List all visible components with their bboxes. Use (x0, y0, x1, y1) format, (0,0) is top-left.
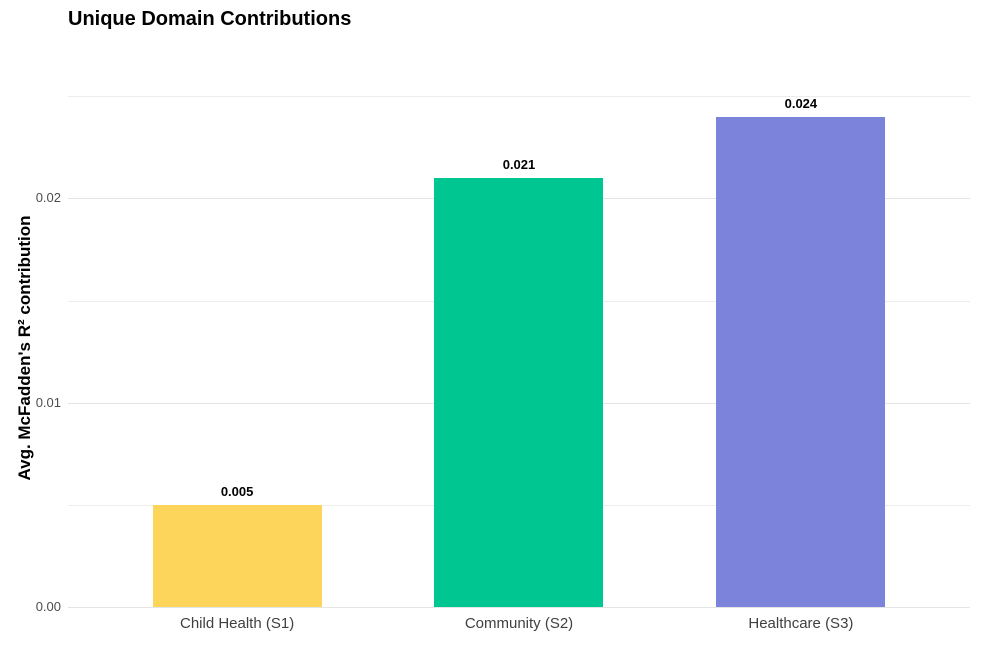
y-tick-label-0-00: 0.00 (35, 599, 61, 614)
chart-title: Unique Domain Contributions (68, 8, 352, 30)
x-tick-label-community-s2: Community (S2) (464, 615, 574, 632)
bar-child-health-s1 (152, 504, 322, 607)
gridline-minor (68, 96, 970, 98)
gridline-major (68, 607, 970, 608)
x-tick-label-child-health-s1: Child Health (S1) (179, 615, 295, 632)
bar-value-label-child-health-s1: 0.005 (220, 483, 254, 499)
y-tick-label-0-02: 0.02 (35, 190, 61, 206)
y-axis-title: Avg. McFadden's R² contribution (15, 215, 34, 481)
bar-community-s2 (434, 177, 604, 607)
x-tick-label-healthcare-s3: Healthcare (S3) (748, 615, 854, 632)
y-tick-label-0-01: 0.01 (35, 394, 61, 410)
bar-healthcare-s3 (716, 116, 886, 607)
bar-value-label-healthcare-s3: 0.024 (784, 95, 818, 111)
bar-value-label-community-s2: 0.021 (502, 156, 536, 172)
